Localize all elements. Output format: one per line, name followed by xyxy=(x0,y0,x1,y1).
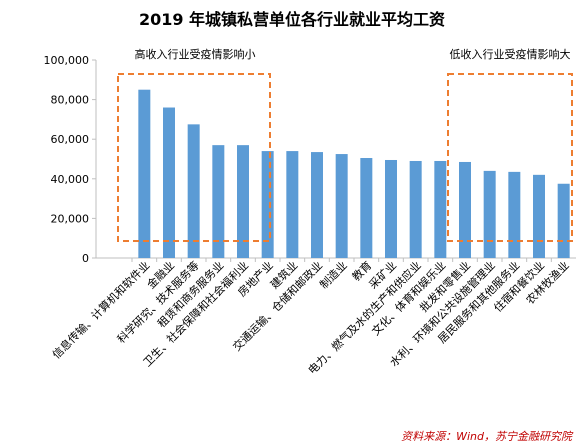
chart-title: 2019 年城镇私营单位各行业就业平均工资 xyxy=(138,10,446,29)
y-tick-label: 80,000 xyxy=(51,94,90,107)
source-label: 资料来源： xyxy=(401,430,457,443)
y-tick-label: 0 xyxy=(82,252,89,265)
bar xyxy=(508,171,521,258)
bar xyxy=(163,107,175,259)
source-text: Wind，苏宁金融研究院 xyxy=(456,430,572,443)
bar xyxy=(459,161,471,258)
bar xyxy=(138,89,151,258)
bar xyxy=(409,160,422,258)
bar xyxy=(237,145,249,258)
bars xyxy=(138,89,570,259)
bar xyxy=(557,183,570,258)
x-tick-label: 制造业 xyxy=(317,258,350,291)
source-note: 资料来源：Wind，苏宁金融研究院 xyxy=(401,428,572,444)
bar xyxy=(385,159,397,258)
y-tick-label: 40,000 xyxy=(51,173,90,186)
bar xyxy=(286,151,299,258)
annotation-label: 高收入行业受疫情影响小 xyxy=(135,47,256,61)
x-tick-labels: 信息传输、计算机和软件业金融业科学研究、技术服务等租赁和商务服务业卫生、社会保障… xyxy=(49,258,572,377)
bar xyxy=(533,174,545,258)
annotations: 高收入行业受疫情影响小 低收入行业受疫情影响大 xyxy=(117,47,573,242)
low-income-box xyxy=(447,73,573,242)
bar xyxy=(187,124,200,258)
bar xyxy=(434,160,447,258)
bar xyxy=(360,158,373,258)
bar xyxy=(335,154,348,258)
x-tick-label: 信息传输、计算机和软件业 xyxy=(49,258,152,361)
bar xyxy=(212,145,225,258)
y-tick-label: 20,000 xyxy=(51,212,90,225)
y-tick-label: 100,000 xyxy=(44,54,90,67)
bar xyxy=(483,170,496,258)
bar xyxy=(311,152,323,258)
axes: 0 20,000 40,000 60,000 80,000 100,000 xyxy=(44,54,576,265)
annotation-label: 低收入行业受疫情影响大 xyxy=(450,47,571,61)
high-income-box xyxy=(117,73,271,242)
y-tick-label: 60,000 xyxy=(51,133,90,146)
